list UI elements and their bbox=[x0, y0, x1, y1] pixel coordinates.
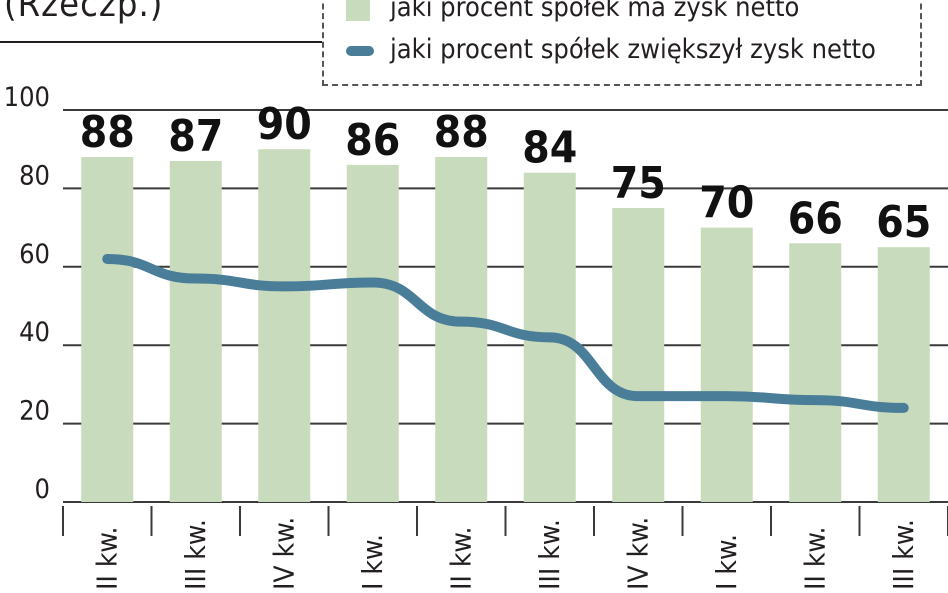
bar-value-label: 87 bbox=[168, 111, 223, 162]
x-category-label: III kw. bbox=[179, 519, 212, 590]
line-point bbox=[903, 407, 905, 409]
x-category-label: III kw. bbox=[887, 519, 920, 590]
legend-line-label: jaki procent spółek zwiększył zysk netto bbox=[390, 34, 876, 65]
x-category-label: I kw. bbox=[356, 534, 389, 590]
bar-value-label: 65 bbox=[876, 197, 931, 248]
x-category-label: IV kw. bbox=[621, 517, 654, 590]
x-category-label: III kw. bbox=[533, 519, 566, 590]
x-category-label: I kw. bbox=[710, 534, 743, 590]
legend-item-line: jaki procent spółek zwiększył zysk netto bbox=[346, 34, 876, 65]
line-point bbox=[283, 285, 285, 287]
bar bbox=[81, 157, 134, 503]
legend-bar-swatch bbox=[346, 0, 370, 21]
bar-value-label: 84 bbox=[522, 123, 577, 174]
line-point bbox=[372, 281, 374, 283]
bar bbox=[258, 149, 311, 502]
x-axis: II kw. III kw. IV kw. I kw. II kw. III kw. IV … bbox=[62, 506, 948, 590]
line-path bbox=[102, 253, 909, 413]
value-labels: 88 87 90 86 88 84 75 70 66 65 bbox=[80, 99, 932, 248]
bar-value-label: 75 bbox=[611, 158, 666, 209]
y-tick-label: 0 bbox=[35, 474, 50, 505]
legend: jaki procent spółek ma zysk netto jaki p… bbox=[322, 0, 922, 86]
bar bbox=[435, 157, 488, 503]
line-point bbox=[549, 336, 551, 338]
bar bbox=[789, 243, 842, 502]
bar bbox=[169, 160, 222, 502]
line-point bbox=[460, 321, 462, 323]
legend-bar-label: jaki procent spółek ma zysk netto bbox=[390, 0, 800, 23]
legend-line-swatch bbox=[346, 45, 374, 56]
line-point bbox=[195, 278, 197, 280]
y-tick-label: 80 bbox=[19, 160, 50, 191]
x-category-label: IV kw. bbox=[267, 517, 300, 590]
bars bbox=[81, 149, 930, 503]
line-point bbox=[726, 395, 728, 397]
y-tick-label: 20 bbox=[19, 396, 50, 427]
bar-value-label: 66 bbox=[788, 193, 843, 244]
y-tick-label: 100 bbox=[4, 82, 50, 113]
bar-value-label: 90 bbox=[257, 99, 312, 150]
y-tick-label: 40 bbox=[19, 317, 50, 348]
line-point bbox=[637, 395, 639, 397]
legend-item-bars: jaki procent spółek ma zysk netto bbox=[346, 0, 799, 23]
bar-value-label: 70 bbox=[699, 178, 754, 229]
line-series bbox=[102, 253, 909, 413]
bar bbox=[700, 227, 753, 502]
y-tick-label: 60 bbox=[19, 239, 50, 270]
x-category-label: II kw. bbox=[798, 527, 831, 590]
bar-value-label: 86 bbox=[345, 115, 400, 166]
bar-value-label: 88 bbox=[80, 107, 135, 158]
y-axis-ticks: 0 20 40 60 80 100 bbox=[4, 82, 50, 505]
chart-title: (Rzeczp.) bbox=[4, 0, 164, 25]
bar bbox=[877, 247, 930, 502]
title-rule bbox=[0, 41, 322, 43]
x-category-label: II kw. bbox=[444, 527, 477, 590]
bar-value-label: 88 bbox=[434, 107, 489, 158]
line-point bbox=[814, 399, 816, 401]
x-category-label: II kw. bbox=[90, 527, 123, 590]
bar bbox=[612, 208, 665, 502]
bar bbox=[346, 164, 399, 502]
line-point bbox=[106, 258, 108, 260]
